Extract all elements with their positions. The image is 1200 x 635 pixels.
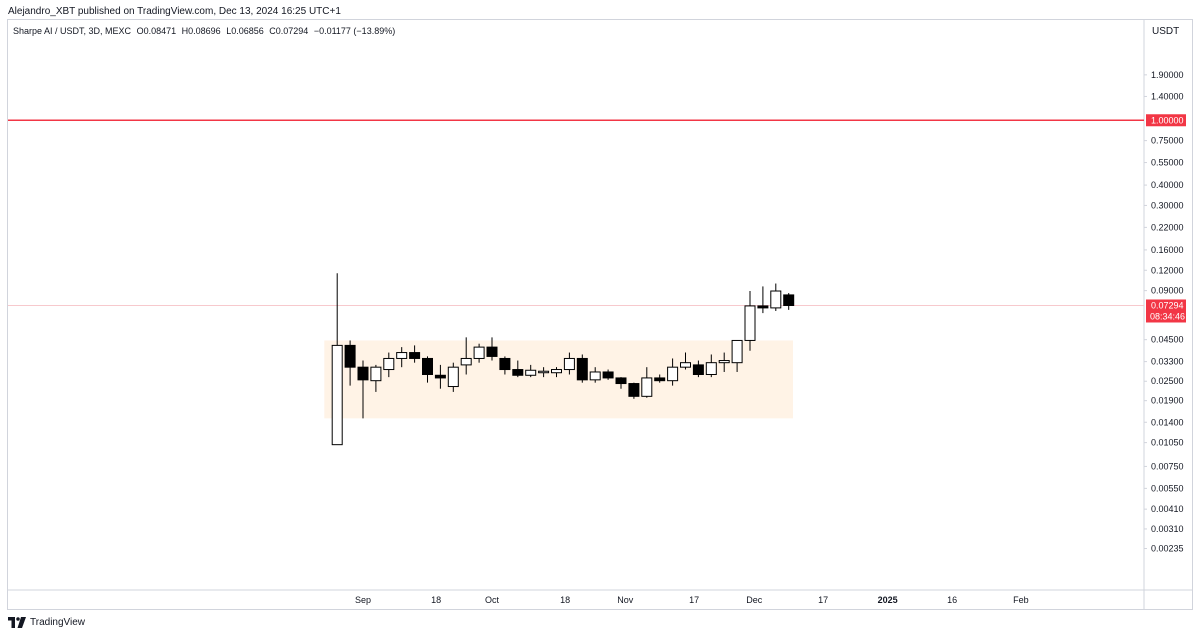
- candle-body[interactable]: [680, 362, 691, 368]
- candle-body[interactable]: [512, 369, 524, 376]
- y-tick-label: 0.40000: [1151, 180, 1184, 190]
- y-tick-label: 0.22000: [1151, 222, 1184, 232]
- y-tick-label: 0.00310: [1151, 524, 1184, 534]
- candle-body[interactable]: [615, 377, 627, 385]
- candle-body[interactable]: [576, 357, 588, 381]
- candle-body[interactable]: [447, 366, 459, 388]
- candle-body[interactable]: [486, 346, 498, 357]
- y-tick-label: 0.03300: [1151, 357, 1184, 367]
- candle-body[interactable]: [589, 371, 601, 381]
- chart-frame: [7, 19, 1193, 610]
- y-tick-label: 0.55000: [1151, 158, 1184, 168]
- y-tick-label: 0.00235: [1151, 544, 1184, 554]
- candle-body[interactable]: [628, 383, 640, 397]
- candle-body[interactable]: [434, 374, 446, 379]
- candle-body[interactable]: [357, 366, 369, 381]
- candle-body[interactable]: [344, 344, 356, 368]
- candle-body[interactable]: [731, 339, 743, 364]
- candle-body[interactable]: [705, 362, 717, 376]
- y-tick-label: 0.00550: [1151, 483, 1184, 493]
- y-tick-label: 0.75000: [1151, 136, 1184, 146]
- y-tick-label: 0.01400: [1151, 417, 1184, 427]
- candle-body[interactable]: [718, 360, 730, 364]
- footer-brand-label: TradingView: [30, 616, 86, 628]
- candle-body[interactable]: [422, 357, 433, 376]
- legend-symbol[interactable]: Sharpe AI / USDT, 3D, MEXC: [13, 26, 132, 36]
- x-tick-label: 16: [947, 595, 957, 605]
- y-tick-label: 0.02500: [1151, 376, 1184, 386]
- consolidation-range-box[interactable]: [324, 340, 793, 419]
- x-tick-label: 2025: [878, 595, 898, 605]
- candle-body[interactable]: [409, 352, 421, 359]
- candle-body[interactable]: [396, 352, 408, 359]
- y-tick-label: 0.30000: [1151, 200, 1184, 210]
- x-tick-label: Sep: [355, 595, 371, 605]
- last-price-badge: [1146, 299, 1186, 323]
- candle-body[interactable]: [667, 366, 679, 382]
- y-tick-label: 1.90000: [1151, 70, 1184, 80]
- candle-body[interactable]: [538, 370, 550, 374]
- legend-close: C0.07294: [269, 26, 309, 36]
- candle-body[interactable]: [331, 344, 343, 446]
- legend-low: L0.06856: [226, 26, 264, 36]
- x-tick-label: Dec: [746, 595, 763, 605]
- bar-countdown-label: 08:34:46: [1150, 311, 1185, 321]
- candle-body[interactable]: [602, 371, 614, 379]
- candle-body[interactable]: [770, 290, 782, 309]
- candle-body[interactable]: [654, 377, 666, 382]
- candle-body[interactable]: [551, 369, 562, 374]
- x-tick-label: Nov: [617, 595, 634, 605]
- tradingview-logo-icon: [8, 616, 26, 628]
- x-tick-label: Feb: [1013, 595, 1029, 605]
- candle-body[interactable]: [692, 364, 704, 376]
- candle-body[interactable]: [473, 346, 485, 359]
- candle-body[interactable]: [499, 357, 511, 371]
- x-tick-label: 17: [689, 595, 699, 605]
- y-tick-label: 0.01900: [1151, 396, 1184, 406]
- y-tick-label: 0.01050: [1151, 438, 1184, 448]
- x-tick-label: 18: [431, 595, 441, 605]
- footer-brand[interactable]: TradingView: [8, 615, 85, 629]
- y-tick-label: 0.09000: [1151, 286, 1184, 296]
- candle-body[interactable]: [383, 357, 395, 371]
- candle-body[interactable]: [563, 357, 575, 371]
- candle-body[interactable]: [744, 305, 756, 341]
- y-tick-label: 0.12000: [1151, 265, 1184, 275]
- publisher-line: Alejandro_XBT published on TradingView.c…: [8, 6, 341, 17]
- candle-body[interactable]: [757, 305, 769, 309]
- candle-body[interactable]: [460, 357, 472, 366]
- legend-change: −0.01177 (−13.89%): [313, 26, 396, 36]
- legend-open: O0.08471: [136, 26, 177, 36]
- x-tick-label: 18: [560, 595, 570, 605]
- candle-body[interactable]: [641, 377, 653, 397]
- level-price-badge-label: 1.00000: [1151, 115, 1184, 125]
- level-price-badge: [1146, 114, 1186, 127]
- y-tick-label: 0.16000: [1151, 245, 1184, 255]
- ohlc-legend: Sharpe AI / USDT, 3D, MEXC O0.08471 H0.0…: [13, 26, 398, 36]
- y-tick-label: 0.04500: [1151, 335, 1184, 345]
- candle-body[interactable]: [525, 369, 537, 376]
- candle-body[interactable]: [370, 366, 382, 382]
- x-tick-label: Oct: [485, 595, 500, 605]
- last-price-badge-label: 0.07294: [1151, 300, 1184, 310]
- x-tick-label: 17: [818, 595, 828, 605]
- price-scale-currency-label: USDT: [1152, 26, 1179, 37]
- legend-high: H0.08696: [181, 26, 221, 36]
- y-tick-label: 0.00410: [1151, 504, 1184, 514]
- candle-body[interactable]: [783, 294, 795, 306]
- y-tick-label: 1.40000: [1151, 91, 1184, 101]
- y-tick-label: 0.00750: [1151, 461, 1184, 471]
